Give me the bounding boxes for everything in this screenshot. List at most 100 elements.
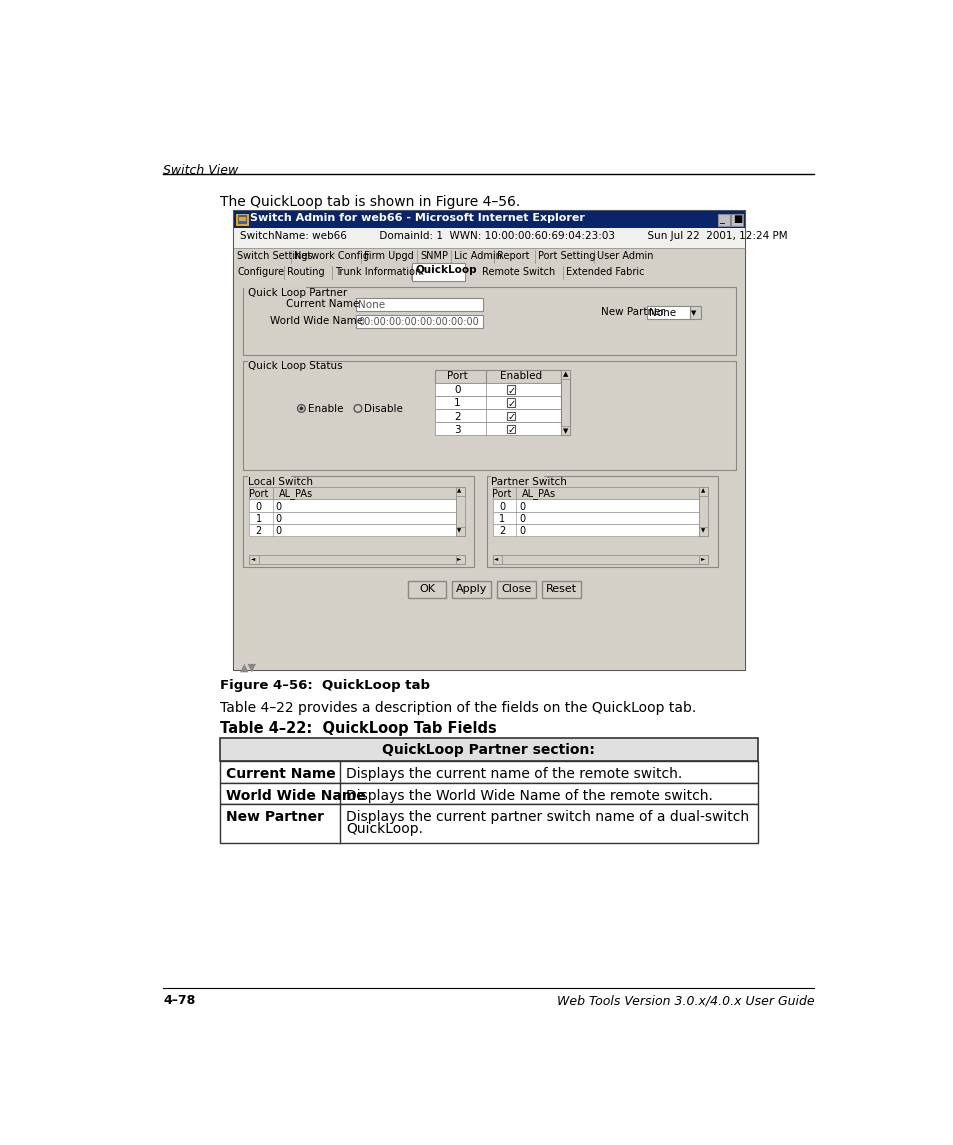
Text: 1: 1 bbox=[255, 514, 261, 524]
Text: Extended Fabric: Extended Fabric bbox=[565, 267, 643, 277]
Text: The QuickLoop tab is shown in Figure 4–56.: The QuickLoop tab is shown in Figure 4–5… bbox=[220, 195, 519, 210]
Text: 1: 1 bbox=[498, 514, 505, 524]
Text: Apply: Apply bbox=[456, 584, 487, 594]
Bar bbox=[249, 554, 464, 564]
Bar bbox=[233, 281, 744, 670]
Bar bbox=[236, 214, 249, 226]
Bar bbox=[233, 212, 744, 228]
Bar bbox=[233, 264, 744, 281]
Bar bbox=[699, 554, 707, 564]
Bar bbox=[699, 487, 707, 536]
Text: ▼: ▼ bbox=[691, 310, 696, 316]
Text: Routing: Routing bbox=[286, 267, 324, 277]
Text: Switch View: Switch View bbox=[163, 165, 238, 177]
Text: 0: 0 bbox=[255, 502, 261, 512]
Text: Partner Switch: Partner Switch bbox=[491, 477, 566, 487]
Bar bbox=[699, 527, 707, 536]
Bar bbox=[646, 306, 689, 319]
Text: Disable: Disable bbox=[364, 404, 402, 413]
Text: ▲▼: ▲▼ bbox=[240, 663, 257, 672]
Text: Reset: Reset bbox=[546, 584, 577, 594]
Text: SNMP: SNMP bbox=[419, 251, 448, 261]
Text: Switch Settings: Switch Settings bbox=[236, 251, 313, 261]
Text: Network Config: Network Config bbox=[294, 251, 369, 261]
Bar bbox=[249, 487, 456, 499]
Text: Displays the current name of the remote switch.: Displays the current name of the remote … bbox=[346, 767, 681, 781]
Text: ▲: ▲ bbox=[562, 371, 567, 378]
Bar bbox=[220, 783, 757, 804]
Text: Configure: Configure bbox=[236, 267, 284, 277]
Bar bbox=[493, 554, 707, 564]
Text: AL_PAs: AL_PAs bbox=[521, 489, 556, 499]
Bar bbox=[407, 581, 446, 598]
Text: Firm Upgd: Firm Upgd bbox=[364, 251, 414, 261]
Circle shape bbox=[297, 404, 305, 412]
Text: Web Tools Version 3.0.x/4.0.x User Guide: Web Tools Version 3.0.x/4.0.x User Guide bbox=[557, 994, 814, 1008]
Text: Report: Report bbox=[497, 251, 530, 261]
Text: SwitchName: web66          DomainId: 1  WWN: 10:00:00:60:69:04:23:03          Su: SwitchName: web66 DomainId: 1 WWN: 10:00… bbox=[240, 230, 787, 240]
Bar bbox=[491, 476, 543, 477]
Text: World Wide Name: World Wide Name bbox=[226, 789, 366, 803]
Bar bbox=[435, 423, 560, 435]
Text: _: _ bbox=[719, 214, 723, 223]
Text: 2: 2 bbox=[454, 411, 460, 421]
Text: Switch Admin for web66 - Microsoft Internet Explorer: Switch Admin for web66 - Microsoft Inter… bbox=[250, 213, 584, 223]
Bar bbox=[493, 524, 699, 536]
Bar bbox=[456, 487, 464, 496]
Text: 0: 0 bbox=[454, 386, 460, 395]
Text: ▼: ▼ bbox=[700, 529, 704, 534]
Text: 0: 0 bbox=[498, 502, 505, 512]
Text: Port: Port bbox=[492, 489, 511, 498]
Text: 0: 0 bbox=[518, 514, 525, 524]
Bar bbox=[237, 215, 247, 224]
Bar bbox=[506, 425, 515, 433]
Bar bbox=[486, 476, 717, 567]
Text: Quick Loop Status: Quick Loop Status bbox=[248, 362, 342, 371]
Bar bbox=[731, 214, 742, 226]
Bar bbox=[243, 361, 736, 471]
Bar bbox=[493, 487, 699, 499]
Text: 2: 2 bbox=[498, 527, 505, 536]
Bar bbox=[493, 554, 501, 564]
Text: Remote Switch: Remote Switch bbox=[481, 267, 555, 277]
Bar bbox=[435, 370, 560, 384]
Text: 1: 1 bbox=[454, 398, 460, 409]
Text: Port: Port bbox=[249, 489, 268, 498]
Text: 0: 0 bbox=[275, 527, 282, 536]
Circle shape bbox=[354, 404, 361, 412]
Bar bbox=[249, 524, 456, 536]
Bar bbox=[239, 218, 245, 221]
Text: 2: 2 bbox=[255, 527, 262, 536]
Text: New Partner: New Partner bbox=[226, 811, 324, 824]
Bar bbox=[560, 370, 570, 435]
Bar bbox=[456, 487, 464, 536]
Bar bbox=[493, 512, 699, 524]
Bar bbox=[412, 263, 464, 282]
Bar bbox=[506, 398, 515, 406]
Text: Close: Close bbox=[501, 584, 532, 594]
Text: QuickLoop: QuickLoop bbox=[415, 266, 476, 275]
Text: Port Setting: Port Setting bbox=[537, 251, 595, 261]
Text: Local Switch: Local Switch bbox=[248, 477, 313, 487]
Text: ✓: ✓ bbox=[507, 400, 516, 409]
Text: Displays the current partner switch name of a dual-switch: Displays the current partner switch name… bbox=[346, 811, 749, 824]
Bar bbox=[243, 476, 474, 567]
Bar bbox=[717, 214, 729, 226]
Bar bbox=[435, 409, 560, 423]
Text: None: None bbox=[649, 308, 676, 317]
Text: Table 4–22 provides a description of the fields on the QuickLoop tab.: Table 4–22 provides a description of the… bbox=[220, 701, 696, 714]
Text: ▲: ▲ bbox=[456, 489, 461, 493]
Bar bbox=[243, 286, 736, 355]
Text: AL_PAs: AL_PAs bbox=[278, 489, 313, 499]
Text: User Admin: User Admin bbox=[596, 251, 653, 261]
Bar bbox=[233, 228, 744, 248]
Bar bbox=[435, 396, 560, 409]
Text: ✓: ✓ bbox=[507, 386, 516, 396]
Text: Enabled: Enabled bbox=[499, 371, 541, 381]
Text: Trunk Information: Trunk Information bbox=[335, 267, 420, 277]
Bar bbox=[452, 581, 491, 598]
Bar bbox=[249, 554, 258, 564]
Bar bbox=[249, 499, 456, 512]
Text: 0: 0 bbox=[275, 502, 282, 512]
Text: ✓: ✓ bbox=[507, 426, 516, 435]
